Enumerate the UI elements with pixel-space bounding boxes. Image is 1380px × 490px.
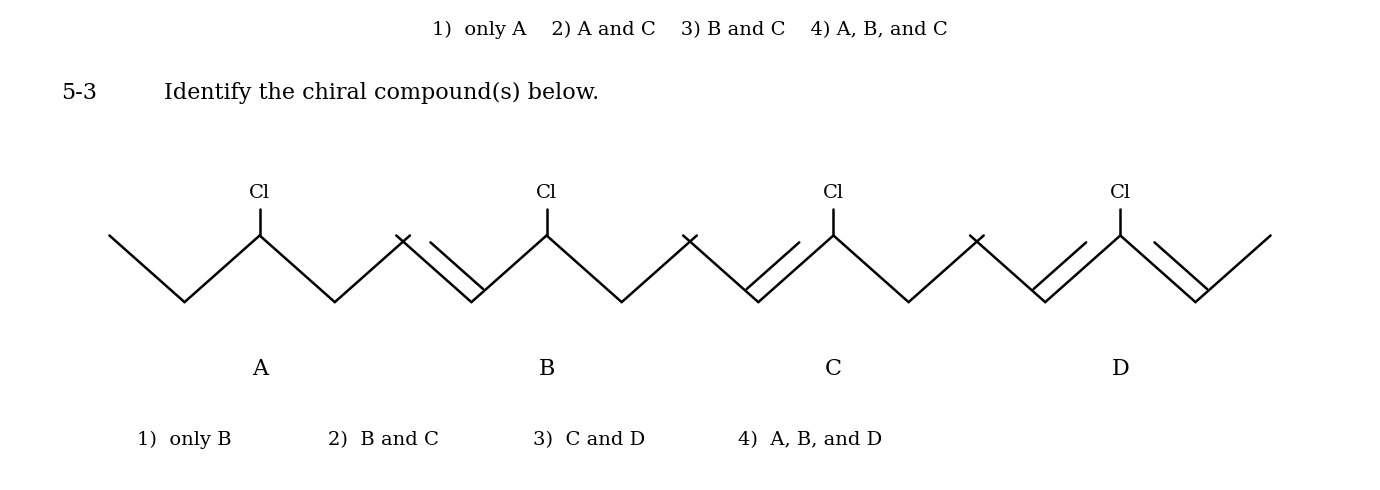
Text: 2)  B and C: 2) B and C xyxy=(328,431,439,449)
Text: A: A xyxy=(251,358,268,380)
Text: C: C xyxy=(825,358,842,380)
Text: 1)  only A    2) A and C    3) B and C    4) A, B, and C: 1) only A 2) A and C 3) B and C 4) A, B,… xyxy=(432,21,948,40)
Text: D: D xyxy=(1111,358,1129,380)
Text: 5-3: 5-3 xyxy=(62,82,98,104)
Text: 1)  only B: 1) only B xyxy=(137,431,232,449)
Text: 4)  A, B, and D: 4) A, B, and D xyxy=(738,431,882,449)
Text: Identify the chiral compound(s) below.: Identify the chiral compound(s) below. xyxy=(164,82,599,104)
Text: Cl: Cl xyxy=(250,184,270,202)
Text: 3)  C and D: 3) C and D xyxy=(533,431,644,449)
Text: Cl: Cl xyxy=(1110,184,1130,202)
Text: Cl: Cl xyxy=(535,184,558,202)
Text: Cl: Cl xyxy=(822,184,845,202)
Text: B: B xyxy=(538,358,555,380)
